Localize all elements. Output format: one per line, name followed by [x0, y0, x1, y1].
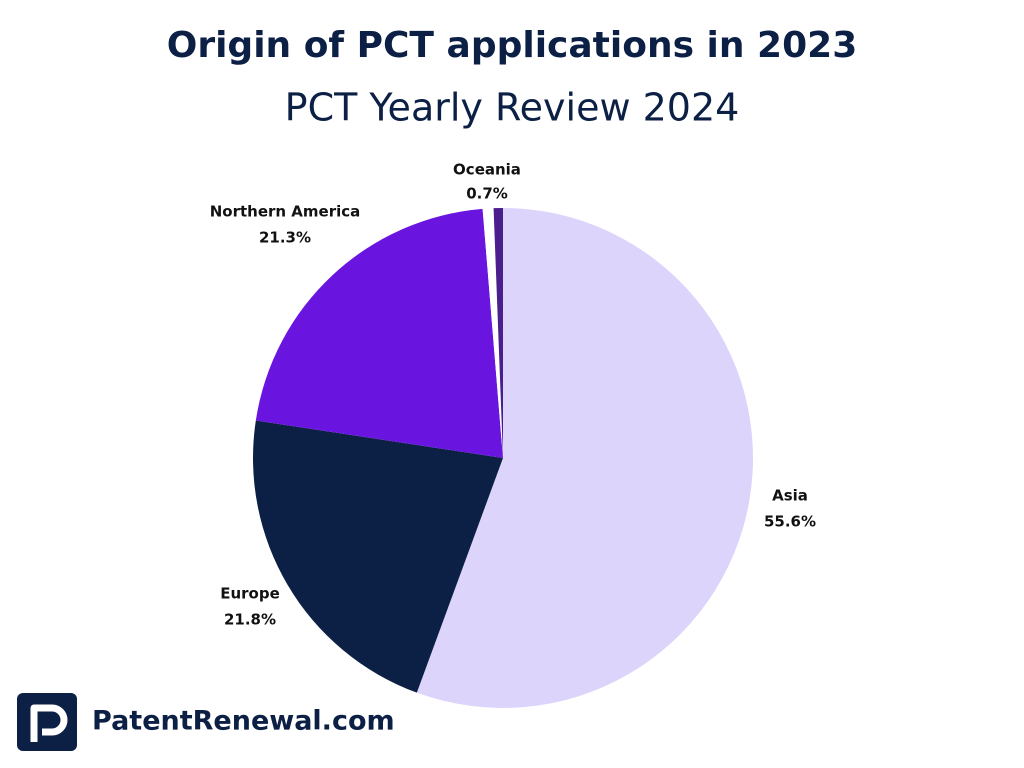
slice-label: Europe	[220, 585, 280, 603]
chart-subtitle: PCT Yearly Review 2024	[285, 86, 740, 130]
slice-value-label: 21.8%	[224, 611, 276, 629]
chart-title: Origin of PCT applications in 2023	[167, 25, 858, 66]
slice-value-label: 55.6%	[764, 513, 816, 531]
slice-value-label: 0.7%	[466, 185, 508, 203]
logo-glyph	[30, 704, 68, 742]
slice-label: Asia	[772, 487, 808, 505]
slice-label: Northern America	[210, 203, 361, 221]
brand: PatentRenewal.com	[92, 706, 395, 737]
logo	[17, 693, 77, 751]
pie-slice	[416, 208, 753, 708]
slice-label: Oceania	[453, 161, 521, 179]
pie-slice	[482, 208, 503, 458]
pie-slice	[252, 420, 503, 693]
pie-slice	[255, 208, 503, 458]
slice-value-label: 21.3%	[259, 229, 311, 247]
logo-box	[17, 693, 77, 751]
pie-slice	[493, 208, 503, 458]
